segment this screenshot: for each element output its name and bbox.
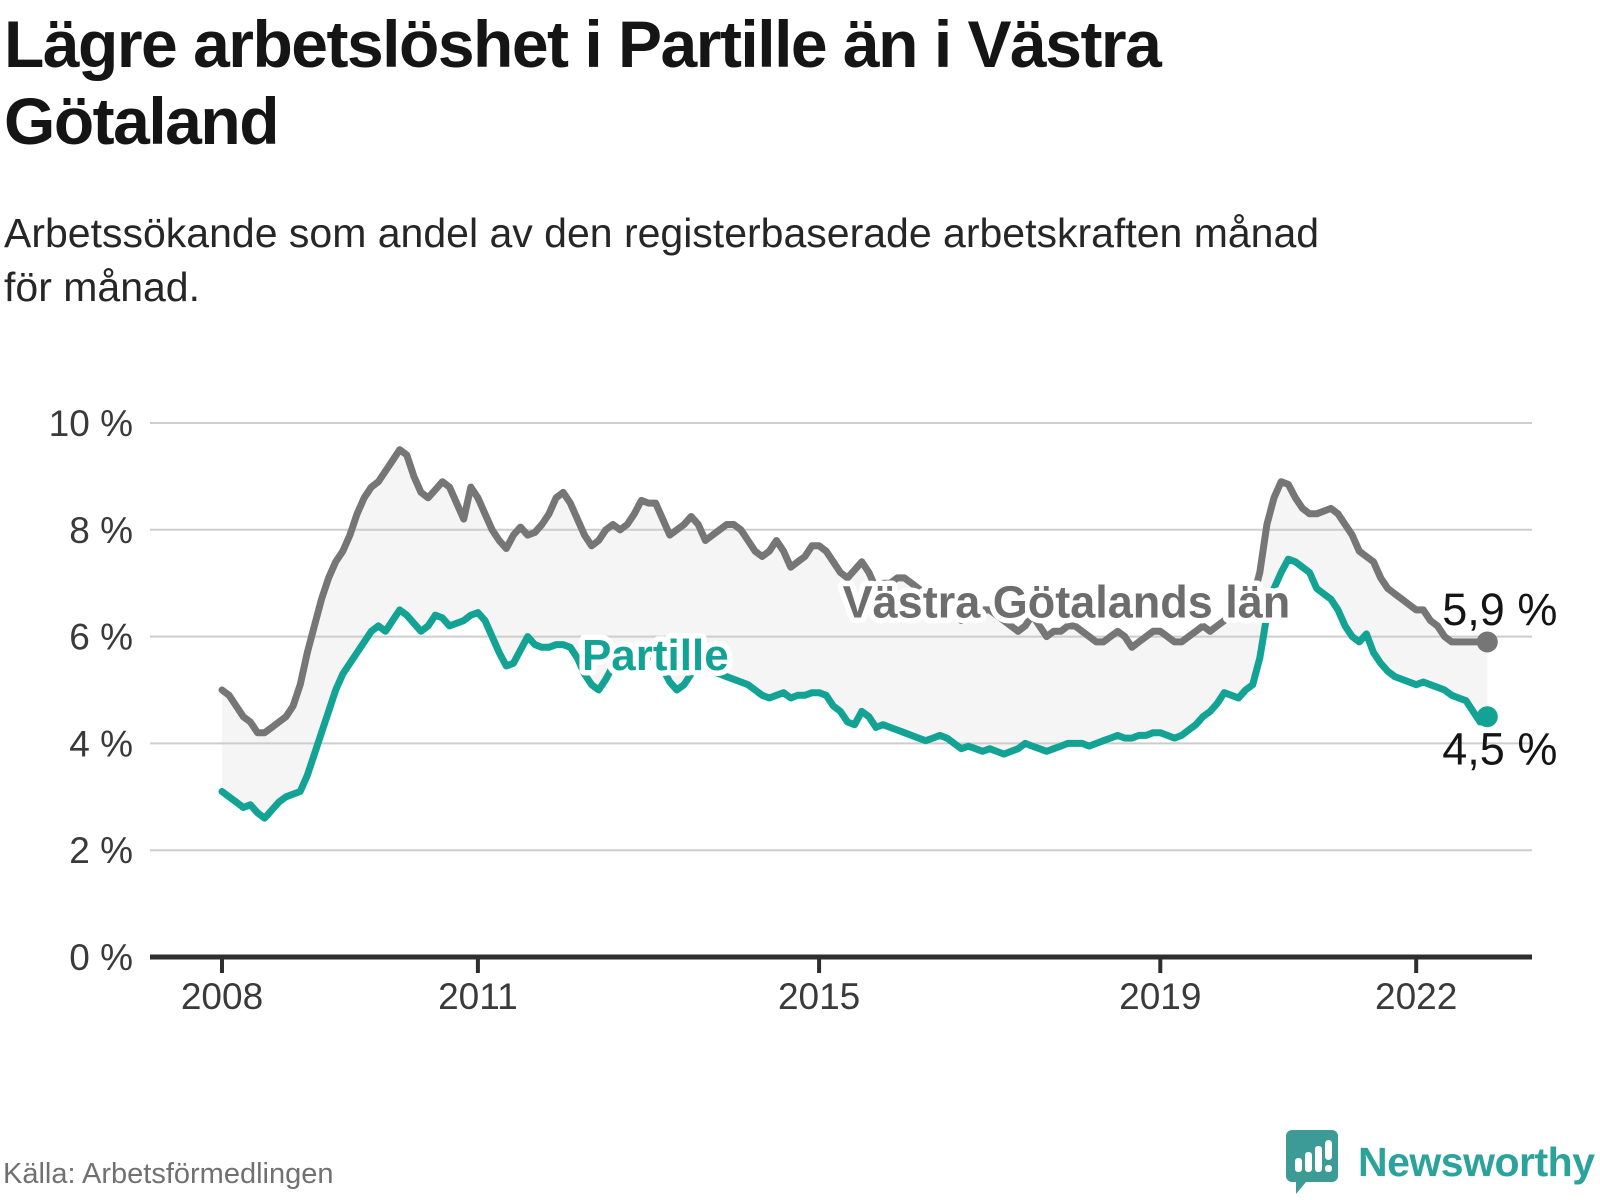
y-tick-label-6: 6 % <box>69 617 133 658</box>
fill-between-area <box>222 449 1488 819</box>
exclamation-icon-dot <box>1325 1165 1332 1172</box>
y-tick-label-10: 10 % <box>49 403 133 444</box>
source-note: Källa: Arbetsförmedlingen <box>3 1158 334 1190</box>
bar-icon-tall <box>1315 1146 1322 1172</box>
x-tick-label-2008: 2008 <box>181 976 263 1017</box>
series-end-dot-partille <box>1476 706 1498 728</box>
bar-icon-small <box>1295 1158 1302 1172</box>
series-line-partille <box>218 555 1491 822</box>
x-tick-label-2011: 2011 <box>438 976 518 1017</box>
page-title: Lägre arbetslöshet i Partille än i Västr… <box>4 7 1162 159</box>
y-tick-label-8: 8 % <box>69 510 133 551</box>
x-tick-label-2015: 2015 <box>778 976 860 1017</box>
end-value-label: 5,9 % <box>1442 584 1557 635</box>
chart-subtitle: Arbetssökande som andel av den registerb… <box>4 210 1320 311</box>
brand-name: Newsworthy <box>1358 1138 1595 1185</box>
series-label-v-stra-g-talands-l-n: Västra Götalands län <box>843 576 1291 627</box>
y-tick-label-4: 4 % <box>69 723 133 764</box>
y-tick-label-2: 2 % <box>69 830 133 871</box>
newsworthy-logo-icon <box>1286 1130 1338 1194</box>
x-tick-label-2019: 2019 <box>1119 976 1201 1017</box>
x-tick-label-2022: 2022 <box>1375 976 1457 1017</box>
series-line-v-stra-g-talands-l-n <box>218 446 1491 737</box>
y-tick-label-0: 0 % <box>69 937 133 978</box>
series-label-partille: Partille <box>582 631 729 680</box>
newsworthy-branding: Newsworthy <box>1286 1130 1595 1194</box>
end-value-label: 4,5 % <box>1442 724 1557 775</box>
series-end-dot-v-stra-g-talands-l-n <box>1476 631 1498 653</box>
bar-icon-medium <box>1305 1152 1312 1172</box>
exclamation-icon-bar <box>1325 1140 1332 1160</box>
